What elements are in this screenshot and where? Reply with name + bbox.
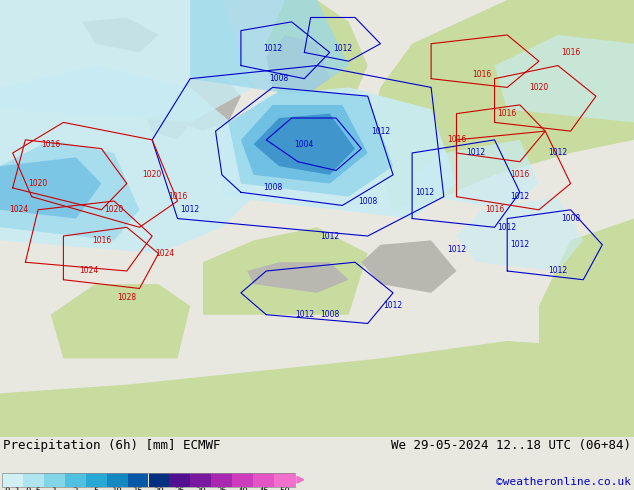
Text: 45: 45 (258, 487, 269, 490)
Text: 1016: 1016 (485, 205, 504, 214)
Text: 1012: 1012 (498, 223, 517, 232)
Text: 1012: 1012 (263, 44, 282, 52)
Polygon shape (266, 0, 368, 131)
Text: 1016: 1016 (92, 236, 111, 245)
Text: 1012: 1012 (447, 245, 466, 254)
Polygon shape (203, 227, 368, 315)
Polygon shape (171, 74, 241, 131)
Polygon shape (539, 219, 634, 437)
Text: 40: 40 (237, 487, 248, 490)
Text: 35: 35 (216, 487, 227, 490)
Bar (169, 473, 190, 487)
Text: 1004: 1004 (295, 140, 314, 149)
Text: 1: 1 (51, 487, 57, 490)
Polygon shape (292, 131, 330, 153)
Bar (211, 473, 232, 487)
Text: 1016: 1016 (498, 109, 517, 118)
Text: 30: 30 (195, 487, 206, 490)
Bar (127, 473, 148, 487)
Polygon shape (456, 196, 583, 271)
Polygon shape (0, 140, 139, 241)
Text: 1012: 1012 (510, 192, 529, 201)
Text: Precipitation (6h) [mm] ECMWF: Precipitation (6h) [mm] ECMWF (3, 439, 221, 452)
Text: 25: 25 (174, 487, 185, 490)
Text: 0.5: 0.5 (25, 487, 41, 490)
Polygon shape (0, 341, 634, 437)
Text: 10: 10 (112, 487, 122, 490)
Text: 15: 15 (133, 487, 143, 490)
Polygon shape (0, 157, 101, 219)
Text: 1008: 1008 (263, 183, 282, 193)
Text: 1024: 1024 (10, 205, 29, 214)
Text: 1012: 1012 (510, 240, 529, 249)
Text: 1020: 1020 (143, 171, 162, 179)
Text: 20: 20 (153, 487, 164, 490)
Bar (65, 473, 86, 487)
Bar (86, 473, 107, 487)
Text: 1012: 1012 (384, 301, 403, 311)
Bar (23, 473, 44, 487)
Text: 1028: 1028 (117, 293, 136, 302)
Polygon shape (146, 114, 190, 140)
Text: 50: 50 (279, 487, 290, 490)
Polygon shape (0, 0, 254, 122)
Text: 1016: 1016 (561, 48, 580, 57)
Text: 1016: 1016 (41, 140, 60, 149)
Text: 1012: 1012 (548, 148, 567, 157)
Polygon shape (361, 241, 456, 293)
Polygon shape (241, 105, 368, 184)
Bar (232, 473, 253, 487)
Text: 1012: 1012 (548, 267, 567, 275)
Text: 1012: 1012 (415, 188, 434, 197)
Polygon shape (82, 18, 158, 52)
Text: 1008: 1008 (269, 74, 288, 83)
Bar (107, 473, 127, 487)
Text: 1008: 1008 (358, 196, 377, 206)
Polygon shape (254, 114, 355, 175)
Text: 1020: 1020 (29, 179, 48, 188)
Text: 1016: 1016 (472, 70, 491, 79)
Polygon shape (495, 35, 634, 122)
Text: 1008: 1008 (320, 310, 339, 319)
Text: 1020: 1020 (105, 205, 124, 214)
Bar (2, 473, 295, 487)
Text: 2: 2 (72, 487, 78, 490)
Text: 1012: 1012 (320, 231, 339, 241)
Text: 1008: 1008 (561, 214, 580, 223)
Text: 5: 5 (93, 487, 99, 490)
Bar (2, 473, 23, 487)
Polygon shape (51, 284, 190, 358)
Text: We 29-05-2024 12..18 UTC (06+84): We 29-05-2024 12..18 UTC (06+84) (391, 439, 631, 452)
Bar (274, 473, 295, 487)
Polygon shape (0, 66, 254, 253)
Polygon shape (222, 87, 456, 219)
Bar (253, 473, 274, 487)
Text: 1012: 1012 (371, 126, 390, 136)
Text: 1016: 1016 (447, 135, 466, 145)
Bar (148, 473, 169, 487)
Polygon shape (190, 0, 349, 96)
Bar (190, 473, 211, 487)
Text: ©weatheronline.co.uk: ©weatheronline.co.uk (496, 477, 631, 487)
Text: 1012: 1012 (466, 148, 485, 157)
Text: 1012: 1012 (295, 310, 314, 319)
Polygon shape (412, 140, 539, 210)
Text: 1016: 1016 (510, 171, 529, 179)
Text: 1024: 1024 (155, 249, 174, 258)
Bar (44, 473, 65, 487)
Polygon shape (368, 0, 634, 210)
Polygon shape (228, 87, 393, 196)
Text: 1012: 1012 (181, 205, 200, 214)
Polygon shape (247, 262, 349, 293)
Text: 1012: 1012 (333, 44, 352, 52)
Text: 0.1: 0.1 (4, 487, 20, 490)
Text: 1016: 1016 (168, 192, 187, 201)
Text: 1020: 1020 (529, 83, 548, 92)
Polygon shape (266, 35, 330, 96)
Text: 1024: 1024 (79, 267, 98, 275)
